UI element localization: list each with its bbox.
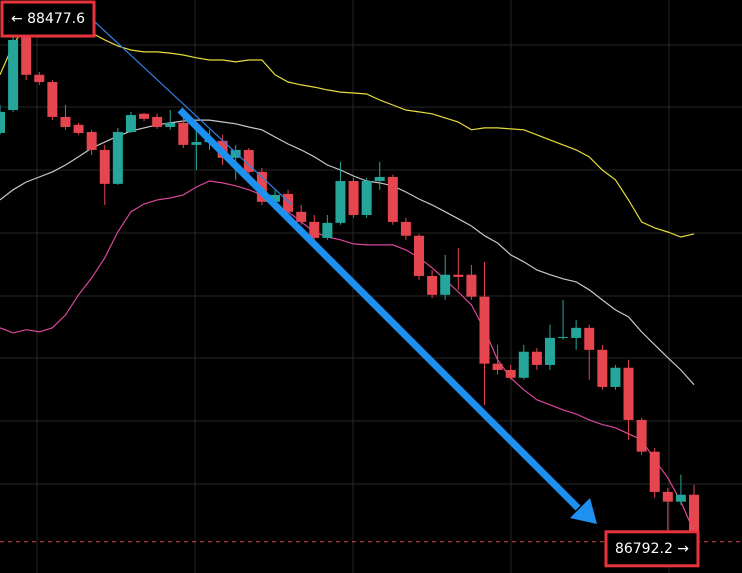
candle-body xyxy=(689,494,699,543)
candle-body xyxy=(662,491,673,502)
candle-body xyxy=(414,235,425,276)
candle-body xyxy=(636,419,647,452)
candle-body xyxy=(649,451,660,492)
candle-body xyxy=(492,363,503,370)
price-box xyxy=(0,0,96,38)
candle-body xyxy=(610,367,621,387)
candle-body xyxy=(518,351,529,378)
candle-body xyxy=(584,327,595,350)
candle-body xyxy=(296,211,307,222)
candle-body xyxy=(597,349,608,387)
candle-body xyxy=(34,74,45,83)
band-line xyxy=(0,180,695,533)
candle-body xyxy=(374,176,385,182)
candle-body xyxy=(0,111,5,133)
candle-body xyxy=(99,149,110,184)
candle-body xyxy=(531,351,542,365)
candle-body xyxy=(165,122,176,127)
candle-body xyxy=(86,132,97,150)
candle-body xyxy=(269,194,280,202)
candle-body xyxy=(309,221,320,238)
trend-arrow xyxy=(177,107,581,511)
candle-body xyxy=(361,181,372,215)
candle-body xyxy=(230,149,241,158)
candle-body xyxy=(322,222,333,238)
candle-body xyxy=(466,274,477,297)
price-box xyxy=(604,530,700,568)
candle-body xyxy=(60,116,71,127)
candle-body xyxy=(125,115,136,133)
candle-body xyxy=(479,296,490,364)
candle-body xyxy=(571,327,582,338)
candle-body xyxy=(427,275,438,295)
candle-body xyxy=(152,116,163,127)
candle-body xyxy=(47,82,58,117)
candle-body xyxy=(21,34,32,75)
candle-body xyxy=(8,39,19,111)
candle-body xyxy=(558,336,569,338)
candle-body xyxy=(400,221,411,236)
candle-body xyxy=(243,149,254,172)
candle-body xyxy=(335,181,346,223)
arrow-head xyxy=(570,498,597,524)
candle-body xyxy=(440,274,451,295)
candle-body xyxy=(544,337,555,365)
candle-body xyxy=(505,369,516,378)
candle-body xyxy=(191,142,202,145)
candle-body xyxy=(256,171,267,202)
price-label: 86792.2 → xyxy=(615,541,689,557)
candle-body xyxy=(112,132,123,184)
candle-body xyxy=(283,193,294,212)
trend-line xyxy=(94,21,293,206)
candle-body xyxy=(139,113,150,119)
candle-body xyxy=(387,176,398,222)
price-label: ← 88477.6 xyxy=(11,11,85,27)
candle-body xyxy=(453,274,464,277)
band-line xyxy=(0,11,695,238)
candle-body xyxy=(73,124,84,133)
candle-body xyxy=(675,494,686,502)
candle-body xyxy=(348,181,359,215)
candle-body xyxy=(178,122,189,145)
candle-body xyxy=(623,367,634,420)
